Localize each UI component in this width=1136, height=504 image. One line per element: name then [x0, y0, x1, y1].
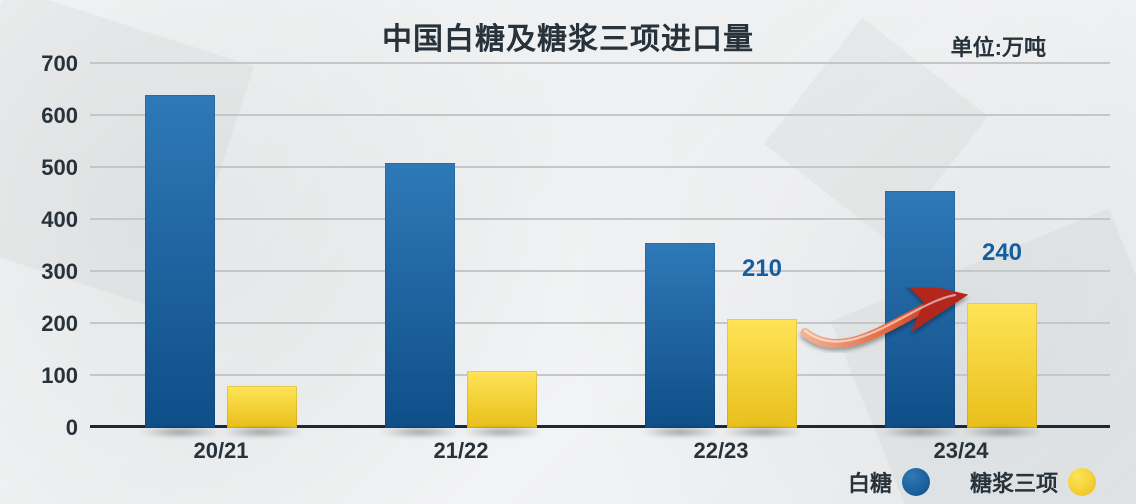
- bar: [967, 303, 1037, 428]
- y-axis-label: 400: [41, 207, 78, 233]
- y-axis-label: 100: [41, 363, 78, 389]
- bar-shadow: [461, 426, 543, 438]
- bar: [467, 371, 537, 428]
- legend: 白糖 糖浆三项: [0, 466, 1096, 498]
- x-axis-label: 20/21: [193, 438, 248, 464]
- data-label: 240: [982, 239, 1022, 267]
- legend-label: 糖浆三项: [970, 466, 1058, 498]
- bar-shadow: [221, 426, 303, 438]
- gridline: [90, 114, 1110, 116]
- bar-shadow: [879, 426, 961, 438]
- gridline: [90, 270, 1110, 272]
- legend-label: 白糖: [848, 466, 892, 498]
- bar: [645, 243, 715, 428]
- gridline: [90, 218, 1110, 220]
- y-axis-label: 300: [41, 259, 78, 285]
- y-axis-label: 200: [41, 311, 78, 337]
- legend-item: 白糖: [848, 466, 930, 498]
- gridline: [90, 322, 1110, 324]
- legend-item: 糖浆三项: [970, 466, 1096, 498]
- chart-unit-label: 单位:万吨: [951, 30, 1046, 62]
- y-axis-label: 700: [41, 51, 78, 77]
- legend-swatch: [902, 468, 930, 496]
- bar: [227, 386, 297, 428]
- bar-shadow: [639, 426, 721, 438]
- gridline: [90, 62, 1110, 64]
- y-axis-label: 600: [41, 103, 78, 129]
- y-axis-label: 500: [41, 155, 78, 181]
- bar: [385, 163, 455, 428]
- bar-shadow: [961, 426, 1043, 438]
- bar: [727, 319, 797, 428]
- x-axis-label: 21/22: [433, 438, 488, 464]
- x-axis-label: 23/24: [933, 438, 988, 464]
- chart-stage: 中国白糖及糖浆三项进口量 单位:万吨 010020030040050060070…: [0, 0, 1136, 504]
- bar-shadow: [721, 426, 803, 438]
- x-axis-label: 22/23: [693, 438, 748, 464]
- data-label: 210: [742, 255, 782, 283]
- bar: [145, 95, 215, 428]
- gridline: [90, 166, 1110, 168]
- bar-shadow: [379, 426, 461, 438]
- bar: [885, 191, 955, 428]
- bar-shadow: [139, 426, 221, 438]
- y-axis-label: 0: [66, 415, 78, 441]
- legend-swatch: [1068, 468, 1096, 496]
- plot-area: 010020030040050060070020/2121/2222/2323/…: [90, 64, 1110, 428]
- gridline: [90, 374, 1110, 376]
